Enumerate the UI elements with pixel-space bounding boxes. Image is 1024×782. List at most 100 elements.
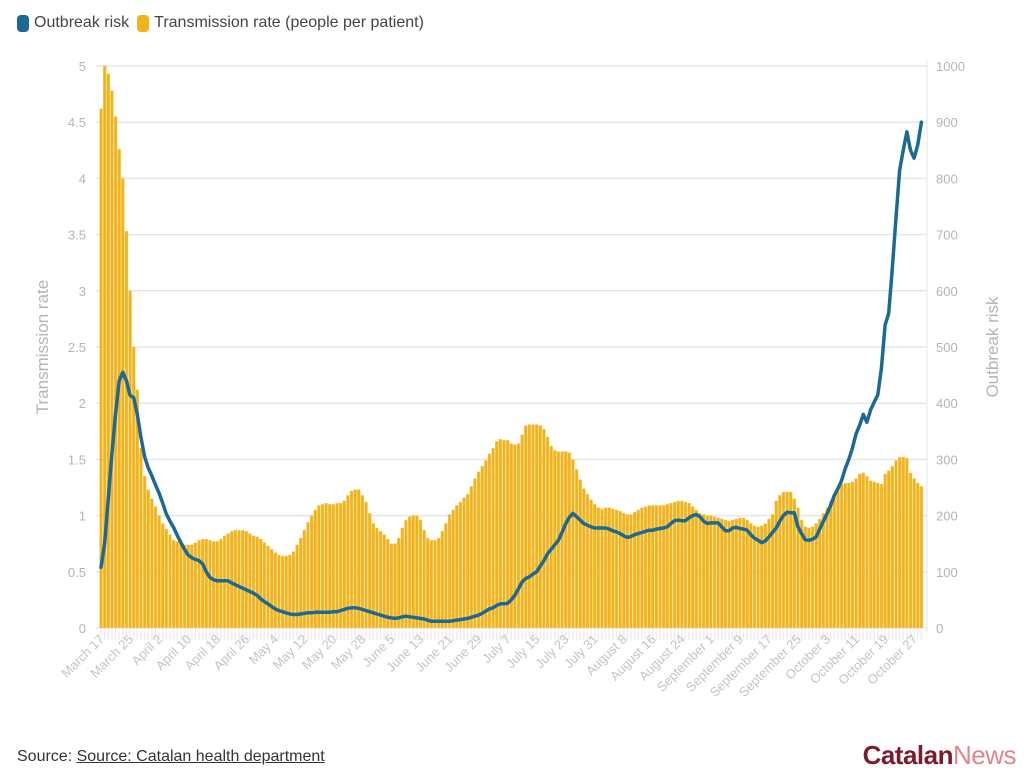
transmission-bar: [211, 541, 216, 629]
transmission-bar: [411, 515, 415, 629]
transmission-bar: [142, 476, 147, 629]
transmission-bar: [208, 540, 212, 629]
transmission-bar: [338, 503, 343, 629]
transmission-bar: [593, 504, 597, 629]
transmission-bar: [789, 491, 793, 629]
transmission-bar: [447, 514, 452, 629]
transmission-bar: [756, 526, 760, 629]
transmission-bar: [251, 535, 256, 629]
transmission-bar: [701, 514, 706, 629]
right-tick-label: 700: [936, 228, 958, 243]
transmission-bar: [418, 519, 423, 629]
transmission-bar: [284, 555, 288, 629]
transmission-bar: [749, 523, 753, 629]
transmission-bar: [865, 476, 869, 629]
transmission-bar: [705, 515, 709, 629]
transmission-bar: [469, 486, 473, 629]
transmission-bar: [393, 543, 397, 629]
right-tick-label: 800: [936, 171, 958, 186]
transmission-bar: [509, 443, 513, 629]
transmission-bar: [429, 540, 434, 629]
transmission-bar: [876, 482, 880, 629]
transmission-bar: [603, 507, 608, 629]
transmission-bar: [861, 472, 866, 629]
transmission-bar: [901, 456, 905, 629]
transmission-bar: [291, 551, 296, 629]
transmission-bar: [302, 530, 306, 629]
legend: Outbreak risk Transmission rate (people …: [17, 14, 432, 32]
transmission-bar: [440, 531, 444, 629]
transmission-bar: [618, 510, 622, 629]
transmission-bar: [466, 494, 470, 629]
transmission-bar: [110, 90, 114, 629]
transmission-bar: [186, 544, 190, 629]
transmission-bar: [349, 490, 354, 629]
transmission-bar: [767, 518, 771, 629]
transmission-bar: [629, 514, 633, 629]
transmission-bar: [106, 73, 110, 629]
transmission-bar: [858, 473, 862, 629]
transmission-bar: [524, 425, 528, 629]
source-note: Source: Source: Catalan health departmen…: [17, 748, 325, 766]
right-tick-label: 400: [936, 396, 958, 411]
legend-item-outbreak-risk[interactable]: Outbreak risk: [17, 14, 129, 32]
transmission-bar: [781, 491, 786, 629]
transmission-bar: [908, 472, 913, 629]
transmission-bar: [774, 500, 778, 629]
transmission-bar: [542, 428, 546, 629]
transmission-bar: [633, 512, 637, 629]
legend-item-transmission-rate[interactable]: Transmission rate (people per patient): [137, 14, 424, 32]
transmission-bar: [814, 523, 818, 629]
transmission-bar: [433, 540, 437, 629]
transmission-bar: [99, 108, 103, 629]
transmission-bar: [201, 539, 205, 629]
left-tick-label: 2.5: [68, 340, 86, 355]
transmission-bar: [850, 481, 855, 629]
transmission-bar: [879, 483, 884, 629]
transmission-bar: [124, 231, 129, 629]
transmission-bar: [567, 452, 571, 629]
right-tick-label: 300: [936, 452, 958, 467]
transmission-bar: [389, 543, 394, 629]
transmission-bar: [353, 489, 357, 629]
source-link[interactable]: Source: Catalan health department: [76, 748, 325, 765]
transmission-bar: [146, 489, 150, 629]
transmission-bar: [549, 445, 553, 629]
transmission-bar: [585, 494, 590, 629]
transmission-bar: [763, 523, 767, 629]
transmission-bar: [262, 542, 267, 629]
transmission-bar: [741, 517, 746, 629]
transmission-bar: [760, 525, 764, 629]
transmission-bar: [484, 460, 488, 629]
transmission-bar: [360, 495, 365, 629]
right-tick-label: 1000: [936, 59, 965, 74]
transmission-bars: [99, 65, 924, 640]
transmission-bar: [335, 503, 339, 629]
transmission-bar: [164, 528, 169, 629]
transmission-bar: [810, 526, 815, 629]
transmission-bar: [368, 513, 372, 629]
transmission-bar: [150, 498, 154, 629]
transmission-bar: [589, 499, 593, 629]
transmission-bar: [309, 515, 314, 629]
transmission-bar: [128, 290, 132, 629]
left-tick-label: 3: [79, 284, 86, 299]
transmission-bar: [843, 482, 847, 629]
catalan-news-logo[interactable]: CatalanNews: [863, 740, 1017, 771]
transmission-bar: [607, 507, 611, 629]
transmission-bar: [792, 498, 797, 629]
right-tick-label: 0: [936, 621, 943, 636]
transmission-bar: [778, 495, 782, 629]
transmission-bar: [720, 518, 724, 629]
transmission-bar: [872, 481, 876, 629]
transmission-bar: [770, 514, 775, 629]
transmission-bar: [527, 424, 532, 629]
transmission-bar: [175, 541, 179, 629]
transmission-bar: [669, 503, 673, 629]
source-prefix: Source:: [17, 748, 73, 765]
transmission-bar: [883, 473, 887, 629]
transmission-bar: [197, 540, 201, 629]
transmission-bar: [342, 500, 346, 629]
transmission-bar: [651, 505, 655, 629]
